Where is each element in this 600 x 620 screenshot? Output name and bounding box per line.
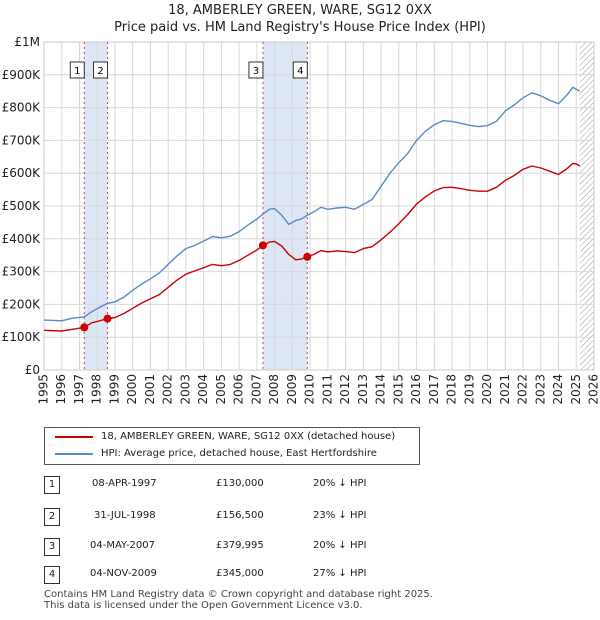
x-tick-label: 2021	[498, 374, 512, 405]
x-tick-label: 2020	[480, 374, 494, 405]
transaction-number: 1	[44, 476, 60, 494]
transaction-date: 08-APR-1997	[92, 478, 157, 489]
sale-point	[303, 252, 312, 261]
transaction-price: £345,000	[216, 568, 264, 579]
y-tick-label: £1M	[14, 35, 40, 49]
legend-line-hpi	[55, 453, 93, 455]
x-tick-label: 2013	[356, 374, 370, 405]
x-tick-label: 2018	[445, 374, 459, 405]
x-tick-label: 2003	[178, 374, 192, 405]
x-tick-label: 2006	[232, 374, 246, 405]
x-tick-label: 1998	[90, 374, 104, 405]
x-tick-label: 2025	[569, 374, 583, 405]
x-tick-label: 2007	[249, 374, 263, 405]
transaction-date: 04-MAY-2007	[90, 540, 156, 551]
transaction-date: 31-JUL-1998	[94, 510, 156, 521]
x-tick-label: 2024	[551, 374, 565, 405]
transaction-price: £379,995	[216, 540, 264, 551]
transaction-number: 4	[44, 566, 60, 584]
legend: 18, AMBERLEY GREEN, WARE, SG12 0XX (deta…	[44, 427, 420, 465]
sale-marker-badge	[69, 61, 85, 79]
transaction-hpi: 23% ↓ HPI	[313, 510, 367, 521]
chart-title: 18, AMBERLEY GREEN, WARE, SG12 0XX	[168, 3, 432, 18]
transaction-date: 04-NOV-2009	[90, 568, 157, 579]
x-tick-label: 2012	[338, 374, 352, 405]
sale-point	[80, 323, 89, 332]
transaction-price: £130,000	[216, 478, 264, 489]
x-tick-label: 2002	[161, 374, 175, 405]
hpi-line	[43, 86, 581, 322]
sale-marker-badge	[248, 61, 264, 79]
y-tick-label: £900K	[2, 68, 42, 82]
sale-marker-number: 1	[74, 66, 80, 77]
x-tick-label: 2004	[196, 374, 210, 405]
x-tick-label: 2008	[267, 374, 281, 405]
legend-line-property	[55, 436, 93, 438]
x-tick-label: 2001	[143, 374, 157, 405]
property-price-line	[43, 162, 581, 332]
transaction-number: 2	[44, 508, 60, 526]
y-tick-label: £500K	[2, 199, 42, 213]
x-tick-label: 2023	[533, 374, 547, 405]
y-tick-label: £400K	[2, 232, 42, 246]
footer-licence: This data is licensed under the Open Gov…	[44, 600, 363, 611]
chart-subtitle: Price paid vs. HM Land Registry's House …	[114, 20, 486, 35]
x-tick-label: 2026	[587, 374, 600, 405]
x-tick-label: 2019	[462, 374, 476, 405]
legend-label-property: 18, AMBERLEY GREEN, WARE, SG12 0XX (deta…	[101, 431, 396, 442]
legend-label-hpi: HPI: Average price, detached house, East…	[101, 448, 377, 459]
transaction-number: 3	[44, 538, 60, 556]
sale-point	[103, 314, 112, 323]
x-tick-label: 1999	[107, 374, 121, 405]
y-tick-label: £800K	[2, 101, 42, 115]
transaction-hpi: 20% ↓ HPI	[313, 540, 367, 551]
x-tick-label: 1996	[54, 374, 68, 405]
transaction-price: £156,500	[216, 510, 264, 521]
plot-area: 1995 1996 1997 1998 1999 2000 2001 2002 2003 2004…	[2, 35, 600, 405]
y-tick-label: £700K	[2, 133, 42, 147]
x-tick-label: 2016	[409, 374, 423, 405]
sale-marker-number: 4	[297, 66, 303, 77]
y-tick-label: £200K	[2, 297, 42, 311]
x-tick-label: 2010	[303, 374, 317, 405]
y-tick-label: £100K	[2, 330, 42, 344]
y-tick-label: £600K	[2, 166, 42, 180]
sale-marker-number: 2	[97, 66, 103, 77]
y-tick-label: £0	[25, 363, 40, 377]
price-chart: 18, AMBERLEY GREEN, WARE, SG12 0XX Price…	[2, 3, 600, 405]
y-tick-label: £300K	[2, 265, 42, 279]
x-tick-label: 1997	[72, 374, 86, 405]
x-tick-label: 2005	[214, 374, 228, 405]
footer: Contains HM Land Registry data © Crown c…	[44, 589, 433, 611]
transaction-hpi: 20% ↓ HPI	[313, 478, 367, 489]
sale-marker-number: 3	[253, 66, 259, 77]
x-tick-label: 1995	[37, 374, 51, 405]
x-tick-label: 2011	[320, 374, 334, 405]
transaction-hpi: 27% ↓ HPI	[313, 568, 367, 579]
x-tick-label: 2009	[285, 374, 299, 405]
sale-marker-badge	[292, 61, 308, 79]
footer-copyright: Contains HM Land Registry data © Crown c…	[44, 589, 433, 600]
x-tick-label: 2015	[391, 374, 405, 405]
plot-frame	[43, 41, 595, 371]
x-tick-label: 2017	[427, 374, 441, 405]
x-tick-label: 2022	[516, 374, 530, 405]
sale-marker-badge	[93, 61, 109, 79]
x-tick-label: 2000	[125, 374, 139, 405]
sale-point	[258, 241, 267, 250]
x-tick-label: 2014	[374, 374, 388, 405]
